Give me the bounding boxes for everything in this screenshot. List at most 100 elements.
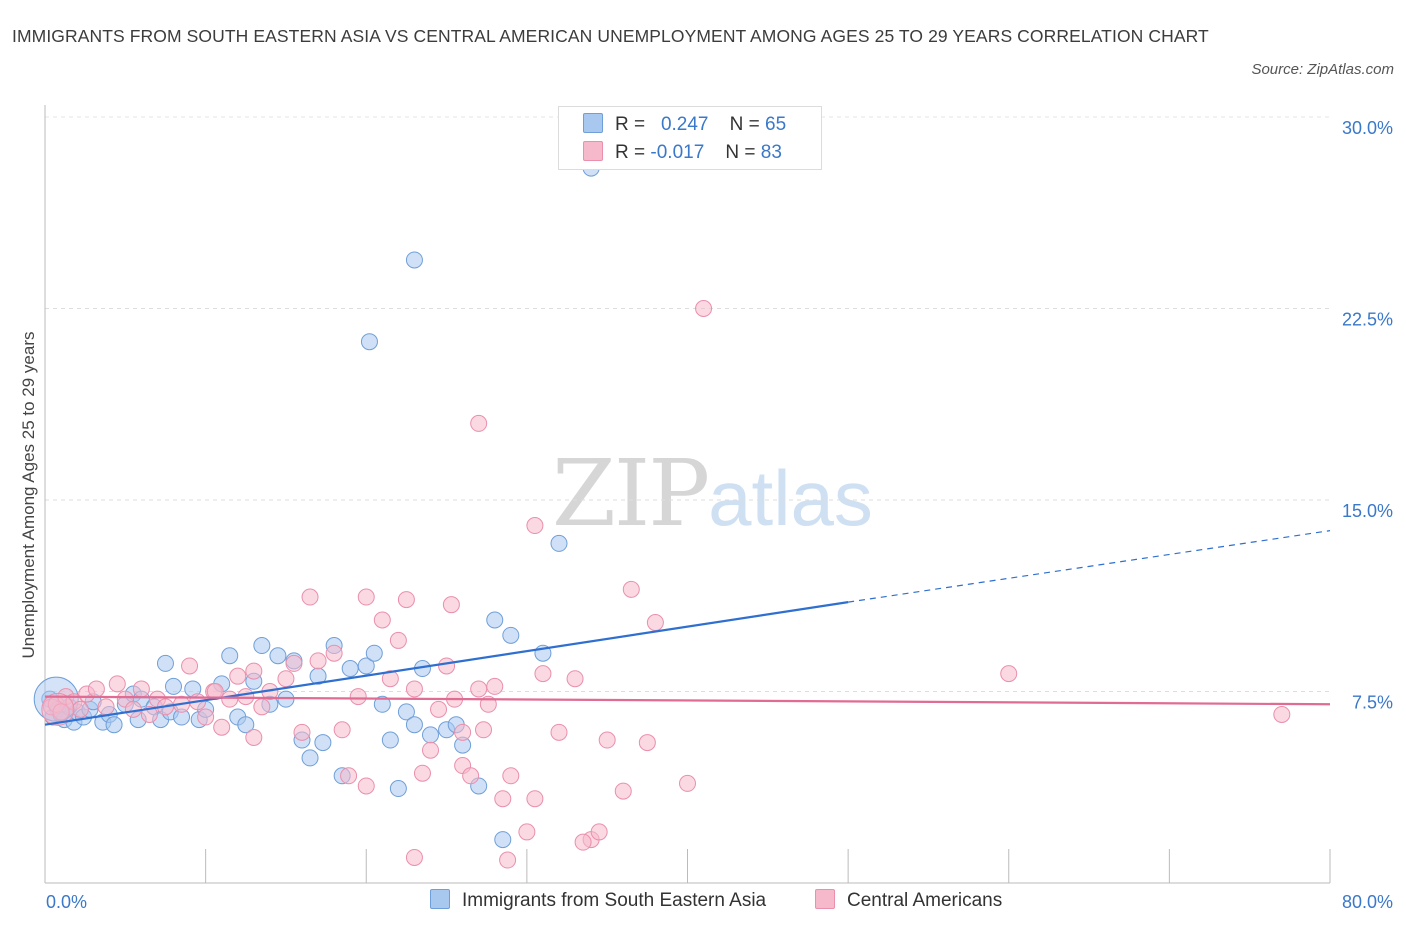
series-legend: Immigrants from South Eastern Asia Centr… [0,889,1406,915]
legend-r-value: 0.247 [660,114,709,135]
point-asia [237,716,255,734]
legend-row-central: R = -0.017 N = 83 [583,141,782,165]
point-asia [494,831,512,849]
point-central [518,823,536,841]
y-tick-label: 15.0% [1342,501,1393,521]
point-asia [550,534,568,552]
point-central [237,688,255,706]
point-central [405,680,423,698]
point-central [293,723,311,741]
legend-n-value: 83 [760,142,782,163]
y-tick-label: 7.5% [1352,693,1393,713]
point-central [475,721,493,739]
x-tick-label: 0.0% [46,892,87,912]
point-central [614,782,632,800]
point-central [622,580,640,598]
point-central [357,588,375,606]
point-central [309,652,327,670]
series-swatch-central [815,889,835,909]
point-central [646,614,664,632]
point-central [132,680,150,698]
point-asia [502,626,520,644]
point-central [438,657,456,675]
point-central [534,665,552,683]
point-central [301,588,319,606]
point-central [405,848,423,866]
series-legend-central[interactable]: Central Americans [815,889,1002,912]
series-swatch-asia [430,889,450,909]
point-central [397,591,415,609]
point-asia [405,251,423,269]
point-asia [165,677,182,695]
chart-title: IMMIGRANTS FROM SOUTH EASTERN ASIA VS CE… [12,26,1209,46]
point-central [349,688,367,706]
point-central [695,300,713,317]
point-central [1273,705,1291,723]
point-central [381,670,399,688]
point-central [590,823,608,841]
point-asia [221,647,239,665]
point-central [213,718,231,736]
point-central [470,414,488,432]
legend-n-value: 65 [765,114,787,135]
legend-swatch-central [583,141,603,161]
point-central [197,708,215,726]
point-central [430,700,448,718]
series-legend-asia[interactable]: Immigrants from South Eastern Asia [430,889,766,912]
point-central [253,698,271,716]
point-central [486,677,504,695]
point-central [1000,665,1018,683]
point-central [357,777,375,795]
point-asia [360,333,378,351]
watermark: ZIPatlas [552,440,873,547]
point-asia [269,647,287,665]
trend-line-asia [44,601,849,726]
point-asia [314,734,332,752]
legend-r-label: R = [615,114,646,135]
point-asia [381,731,399,749]
point-asia [341,660,359,678]
point-central [245,662,263,680]
point-asia [105,716,123,734]
point-central [499,851,517,869]
point-central [285,654,303,672]
trend-line-central [44,695,1331,706]
point-asia [365,644,383,662]
legend-n-label: N = [725,142,756,163]
y-axis-label: Unemployment Among Ages 25 to 29 years [19,332,38,659]
point-central [389,631,407,649]
point-central [413,764,431,782]
point-central [245,728,263,746]
point-central [598,731,616,749]
point-central [229,667,247,685]
point-central [470,680,488,698]
point-asia [301,749,319,767]
point-cluster-central [41,692,75,726]
x-tick-label: 80.0% [1342,892,1393,912]
point-central [108,675,126,693]
point-asia [389,780,407,798]
point-central [373,611,391,629]
point-asia [405,716,423,734]
point-asia [397,703,415,721]
series-label-asia: Immigrants from South Eastern Asia [462,890,767,911]
series-label-central: Central Americans [847,890,1003,911]
point-central [574,833,592,851]
point-central [502,767,520,785]
watermark-zip: ZIP [552,440,710,547]
legend-r-value: -0.017 [650,142,705,163]
point-central [181,657,199,675]
point-central [277,670,295,688]
point-central [566,670,584,688]
point-central [422,741,439,759]
point-asia [373,695,391,713]
point-central [333,721,351,739]
point-central [494,790,512,808]
point-central [462,767,480,785]
point-asia [486,611,504,629]
point-central [526,790,544,808]
point-asia [156,654,174,672]
point-asia [422,726,439,744]
point-central [97,698,115,716]
